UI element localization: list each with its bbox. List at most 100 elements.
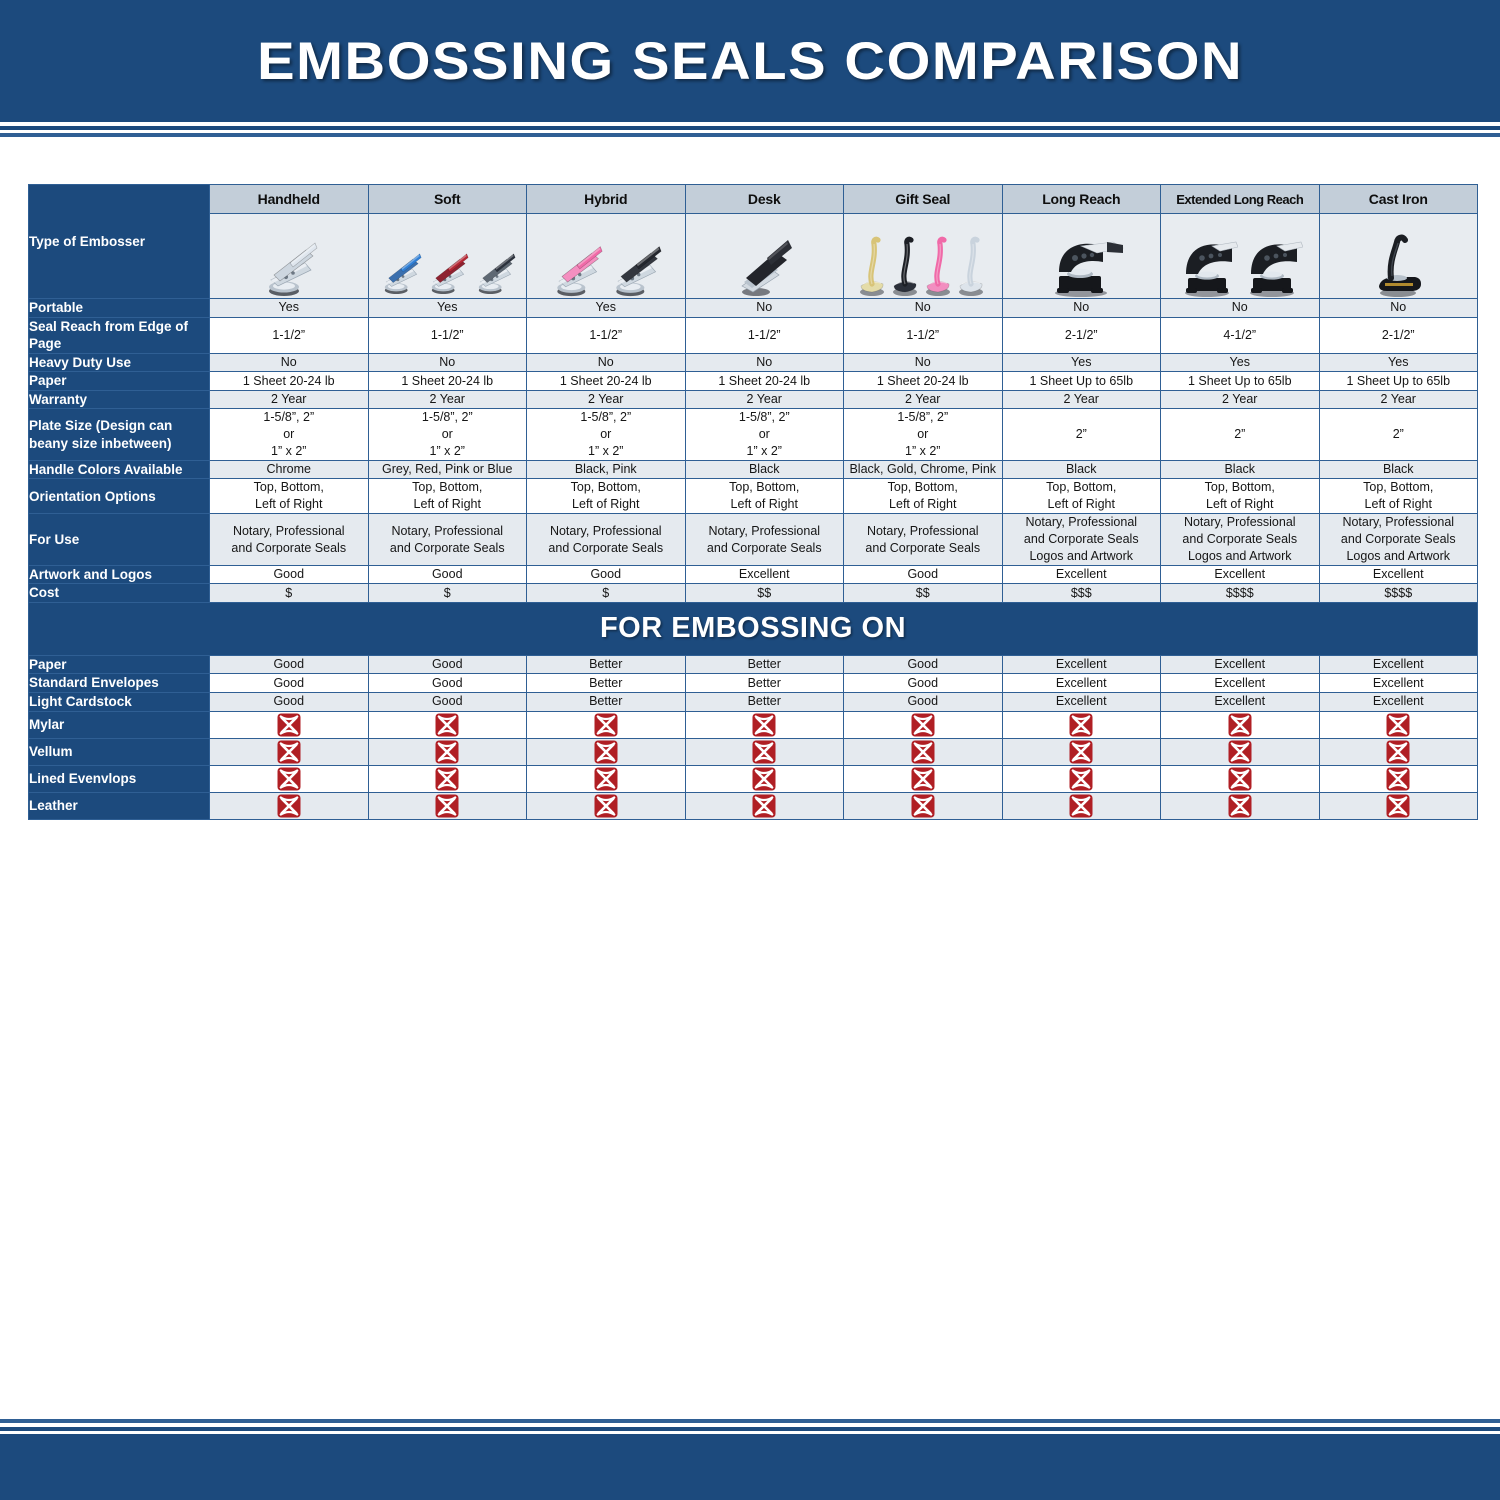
data-cell: Black [1161, 460, 1319, 479]
data-cell: Good [368, 655, 526, 674]
x-mark-icon [1386, 740, 1410, 764]
x-mark-icon [435, 740, 459, 764]
x-mark-cell [1319, 792, 1477, 819]
column-header-handheld[interactable]: Handheld [210, 185, 368, 213]
section-band-row: FOR EMBOSSING ON [29, 602, 1477, 655]
data-cell: Notary, Professional and Corporate Seals… [1319, 514, 1477, 565]
column-header-cast-iron[interactable]: Cast Iron [1319, 185, 1477, 213]
embosser-glyph [432, 253, 469, 294]
data-cell: 2 Year [210, 390, 368, 409]
table-row: Standard Envelopes Good Good Better Better Go… [29, 674, 1477, 693]
column-header-desk[interactable]: Desk [685, 185, 843, 213]
data-cell: No [368, 353, 526, 372]
embosser-image-cell [1319, 214, 1478, 298]
data-cell: 1-1/2” [685, 317, 843, 353]
x-mark-cell [1161, 765, 1319, 792]
embosser-glyph [616, 246, 662, 297]
data-cell: 2 Year [527, 390, 685, 409]
extended-long-reach-glyph [1250, 241, 1304, 297]
data-cell: Good [210, 674, 368, 693]
data-cell: Better [527, 693, 685, 711]
data-cell: Better [685, 655, 843, 674]
data-cell: No [685, 353, 843, 372]
data-cell: 1 Sheet 20-24 lb [844, 372, 1002, 390]
x-mark-cell [844, 765, 1002, 792]
data-cell: Better [685, 674, 843, 693]
handheld-embosser-glyph [268, 242, 318, 296]
data-cell: Excellent [1319, 565, 1477, 584]
row-label-seal-reach-from-edge-of-page: Seal Reach from Edge of Page [29, 317, 209, 353]
cast-iron-embosser-icon [1320, 214, 1478, 298]
row-label-vellum: Vellum [29, 738, 209, 765]
data-cell: 2” [1002, 409, 1160, 460]
x-mark-icon [1069, 713, 1093, 737]
x-mark-icon [1228, 794, 1252, 818]
data-cell: Yes [368, 299, 526, 317]
hybrid-embosser-icon [527, 214, 685, 298]
data-cell: Top, Bottom, Left of Right [1002, 479, 1160, 514]
gift-seal-glyph [959, 236, 984, 296]
data-cell: Top, Bottom, Left of Right [1319, 479, 1477, 514]
banner-divider-top [0, 126, 1500, 130]
table-row: Plate Size (Design can beany size inbetw… [29, 409, 1477, 460]
column-header-long-reach[interactable]: Long Reach [1002, 185, 1160, 213]
embosser-image-cell [685, 214, 844, 298]
data-cell: 1 Sheet 20-24 lb [368, 372, 526, 390]
data-cell: Black [1002, 460, 1160, 479]
x-mark-cell [1319, 711, 1477, 738]
x-mark-icon [277, 713, 301, 737]
table-row: Paper Good Good Better Better Good Excellent Ex… [29, 655, 1477, 674]
data-cell: Good [844, 565, 1002, 584]
top-banner: EMBOSSING SEALS COMPARISON [0, 0, 1500, 122]
row-label-portable: Portable [29, 299, 209, 317]
data-cell: $ [527, 584, 685, 602]
column-header-extended-long-reach[interactable]: Extended Long Reach [1161, 185, 1319, 213]
x-mark-icon [911, 767, 935, 791]
x-mark-icon [594, 740, 618, 764]
x-mark-icon [435, 794, 459, 818]
data-cell: Yes [527, 299, 685, 317]
x-mark-cell [527, 711, 685, 738]
embosser-image-cell [844, 214, 1002, 298]
x-mark-icon [1386, 713, 1410, 737]
data-cell: Better [685, 693, 843, 711]
data-cell: No [685, 299, 843, 317]
x-mark-icon [1069, 767, 1093, 791]
data-cell: $$ [685, 584, 843, 602]
footer-divider-bottom [0, 1427, 1500, 1431]
table-header-row: Type of Embosser Handheld Soft Hybrid Desk Gi… [29, 185, 1477, 298]
row-label-artwork-and-logos: Artwork and Logos [29, 565, 209, 584]
data-cell: No [844, 353, 1002, 372]
handheld-embosser-icon [210, 214, 368, 298]
data-cell: Good [368, 674, 526, 693]
x-mark-cell [368, 738, 526, 765]
data-cell: 1 Sheet 20-24 lb [527, 372, 685, 390]
x-mark-cell [685, 738, 843, 765]
table-row: Handle Colors Available Chrome Grey, Red, … [29, 460, 1477, 479]
data-cell: Yes [1161, 353, 1319, 372]
column-header-gift-seal[interactable]: Gift Seal [844, 185, 1002, 213]
x-mark-icon [911, 740, 935, 764]
data-cell: No [1319, 299, 1477, 317]
x-mark-icon [1386, 794, 1410, 818]
column-header-soft[interactable]: Soft [368, 185, 526, 213]
data-cell: Top, Bottom, Left of Right [844, 479, 1002, 514]
data-cell: Better [527, 655, 685, 674]
row-label-paper: Paper [29, 655, 209, 674]
x-mark-icon [277, 740, 301, 764]
data-cell: No [527, 353, 685, 372]
data-cell: 1 Sheet Up to 65lb [1002, 372, 1160, 390]
embosser-image-cell [527, 214, 685, 298]
data-cell: Excellent [1002, 655, 1160, 674]
table-row: Leather [29, 792, 1477, 819]
data-cell: Good [210, 565, 368, 584]
x-mark-cell [685, 792, 843, 819]
data-cell: Excellent [1161, 693, 1319, 711]
desk-embosser-icon [686, 214, 844, 298]
table-row: Paper 1 Sheet 20-24 lb 1 Sheet 20-24 lb 1 S… [29, 372, 1477, 390]
data-cell: 1-5/8”, 2” or 1” x 2” [685, 409, 843, 460]
column-header-hybrid[interactable]: Hybrid [527, 185, 685, 213]
x-mark-icon [1228, 767, 1252, 791]
gift-seal-embosser-icon [844, 214, 1002, 298]
x-mark-cell [368, 765, 526, 792]
